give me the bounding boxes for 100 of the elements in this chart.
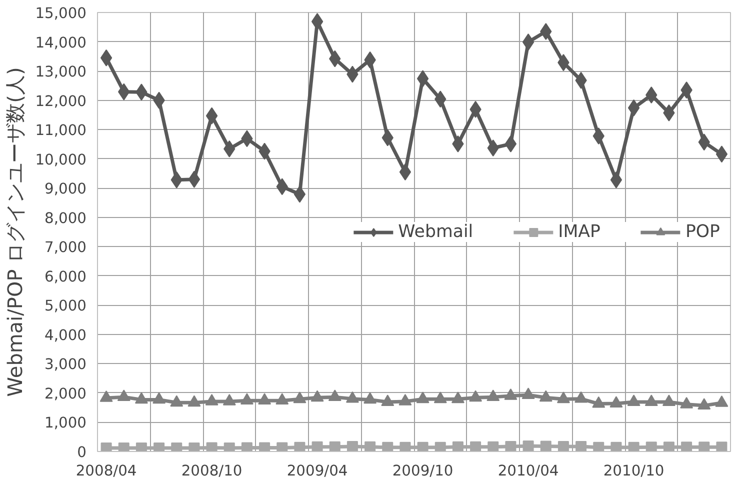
point bbox=[294, 442, 306, 452]
x-tick-label: 2009/04 bbox=[286, 462, 348, 480]
point bbox=[416, 70, 429, 88]
point bbox=[398, 394, 412, 406]
point bbox=[470, 441, 482, 452]
point bbox=[258, 393, 272, 405]
x-tick-label: 2009/10 bbox=[392, 462, 454, 480]
y-tick-label: 4,000 bbox=[44, 326, 87, 344]
point bbox=[259, 442, 270, 452]
point bbox=[364, 392, 377, 404]
point bbox=[311, 13, 324, 30]
point bbox=[610, 396, 623, 408]
point bbox=[576, 441, 587, 452]
legend-label: POP bbox=[685, 222, 720, 242]
x-tick-label: 2008/10 bbox=[181, 462, 242, 480]
point bbox=[328, 390, 342, 402]
point bbox=[504, 135, 517, 152]
point bbox=[434, 442, 446, 452]
point bbox=[100, 442, 112, 452]
point bbox=[381, 394, 394, 406]
y-tick-label: 10,000 bbox=[35, 151, 87, 168]
y-tick-label: 15,000 bbox=[35, 5, 87, 22]
point bbox=[716, 146, 728, 163]
point bbox=[222, 394, 236, 406]
point bbox=[117, 390, 130, 402]
point bbox=[134, 392, 148, 404]
y-axis-title: Webmai/POP ログインユーザ数(人) bbox=[3, 67, 28, 397]
point bbox=[310, 390, 324, 402]
point bbox=[698, 398, 711, 410]
point bbox=[574, 391, 588, 403]
point bbox=[644, 394, 658, 406]
point bbox=[627, 394, 640, 406]
y-tick-label: 2,000 bbox=[44, 385, 87, 402]
y-tick-label: 6,000 bbox=[44, 268, 87, 286]
point bbox=[240, 393, 254, 405]
point bbox=[293, 392, 306, 404]
point bbox=[171, 442, 182, 452]
point bbox=[364, 441, 376, 452]
point bbox=[556, 392, 570, 404]
legend-label: IMAP bbox=[558, 222, 600, 242]
point bbox=[294, 186, 306, 203]
point bbox=[206, 107, 218, 124]
point bbox=[662, 394, 676, 406]
point bbox=[434, 392, 447, 404]
point bbox=[346, 391, 359, 403]
point bbox=[486, 390, 500, 402]
point bbox=[522, 388, 535, 399]
point bbox=[416, 392, 430, 404]
y-tick-label: 1,000 bbox=[44, 414, 87, 432]
point bbox=[610, 442, 622, 452]
point bbox=[505, 441, 516, 452]
point bbox=[628, 442, 640, 452]
point bbox=[312, 441, 323, 452]
y-tick-label: 5,000 bbox=[44, 298, 87, 315]
point bbox=[540, 440, 552, 452]
point bbox=[276, 393, 289, 405]
point bbox=[610, 171, 622, 188]
point bbox=[152, 392, 166, 404]
point bbox=[188, 442, 200, 452]
point bbox=[136, 442, 147, 452]
point bbox=[488, 441, 499, 452]
point bbox=[188, 395, 201, 407]
point bbox=[558, 441, 569, 452]
point bbox=[698, 442, 710, 452]
point bbox=[100, 49, 112, 66]
point bbox=[646, 442, 657, 452]
point bbox=[382, 442, 394, 452]
point bbox=[715, 395, 728, 407]
point bbox=[154, 442, 165, 452]
point bbox=[451, 392, 464, 404]
point bbox=[400, 442, 411, 452]
point bbox=[452, 441, 464, 452]
point bbox=[206, 442, 218, 452]
point bbox=[628, 99, 640, 116]
y-tick-label: 3,000 bbox=[44, 356, 87, 374]
point bbox=[100, 390, 113, 402]
legend-label: Webmail bbox=[398, 222, 474, 242]
point bbox=[522, 440, 534, 452]
x-tick-label: 2010/04 bbox=[498, 462, 559, 480]
point bbox=[276, 442, 288, 452]
point bbox=[593, 442, 604, 452]
point bbox=[205, 394, 218, 406]
point bbox=[663, 442, 674, 452]
point bbox=[417, 442, 428, 452]
point bbox=[118, 442, 130, 452]
point bbox=[539, 390, 552, 402]
point bbox=[716, 442, 728, 452]
point bbox=[469, 390, 482, 402]
x-tick-label: 2008/04 bbox=[76, 462, 137, 480]
y-tick-label: 0 bbox=[77, 444, 87, 461]
y-tick-label: 13,000 bbox=[35, 64, 87, 81]
point bbox=[681, 442, 692, 452]
point bbox=[504, 388, 518, 400]
y-tick-label: 7,000 bbox=[44, 239, 87, 256]
point bbox=[592, 396, 606, 408]
point bbox=[224, 442, 235, 452]
point bbox=[680, 396, 694, 408]
point bbox=[522, 34, 534, 51]
y-tick-label: 14,000 bbox=[35, 34, 87, 52]
point bbox=[399, 164, 412, 181]
